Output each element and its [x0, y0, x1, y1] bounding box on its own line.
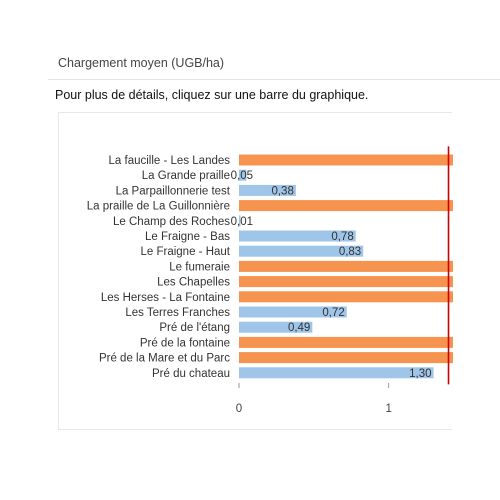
x-tick-label: 1 — [385, 403, 391, 415]
category-label: Pré du chateau — [152, 368, 230, 380]
category-label: Les Herses - La Fontaine — [101, 292, 230, 304]
bar[interactable] — [239, 200, 453, 212]
data-label: 1,30 — [409, 368, 431, 380]
bar[interactable] — [239, 276, 453, 288]
panel-title: Chargement moyen (UGB/ha) — [58, 56, 225, 70]
category-label: Le Champ des Roches — [113, 216, 230, 228]
category-label: Le fumeraie — [169, 261, 230, 273]
bar[interactable] — [239, 291, 453, 303]
category-label: La faucille - Les Landes — [109, 155, 231, 167]
bar[interactable] — [239, 336, 453, 348]
category-label: La Grande praille — [142, 170, 230, 182]
data-label: 0,01 — [231, 216, 253, 228]
x-tick-label: 0 — [236, 403, 242, 415]
bar[interactable] — [239, 169, 247, 181]
panel-header: Chargement moyen (UGB/ha) — [48, 46, 500, 80]
data-label: 0,05 — [231, 170, 253, 182]
bar-chart: La faucille - Les Landes La Grande praill… — [87, 146, 453, 415]
category-label: Pré de l'étang — [159, 322, 230, 334]
category-label: Les Terres Franches — [125, 307, 230, 319]
data-label: 0,38 — [271, 185, 293, 197]
data-label: 0,49 — [288, 322, 310, 334]
bar[interactable] — [239, 184, 296, 196]
bar[interactable] — [239, 321, 313, 333]
chart-instruction: Pour plus de détails, cliquez sur une ba… — [55, 88, 369, 102]
data-label: 0,83 — [339, 246, 361, 258]
bar[interactable] — [239, 352, 453, 364]
data-label: 0,78 — [331, 231, 353, 243]
data-label: 0,72 — [322, 307, 344, 319]
category-label: Pré de la fontaine — [140, 337, 230, 349]
category-label: Pré de la Mare et du Parc — [99, 353, 230, 365]
category-label: La praille de La Guillonnière — [87, 201, 230, 213]
bar[interactable] — [239, 306, 347, 318]
bar[interactable] — [239, 230, 356, 242]
chart-frame: La faucille - Les Landes La Grande praill… — [58, 112, 453, 430]
category-label: Le Fraigne - Haut — [141, 246, 231, 258]
bar[interactable] — [239, 245, 364, 257]
bar[interactable] — [239, 367, 434, 379]
category-label: Le Fraigne - Bas — [145, 231, 230, 243]
bar[interactable] — [239, 260, 453, 272]
bar[interactable] — [239, 154, 453, 166]
category-label: Les Chapelles — [157, 277, 230, 289]
bar[interactable] — [239, 215, 241, 227]
category-label: La Parpaillonnerie test — [116, 185, 231, 197]
